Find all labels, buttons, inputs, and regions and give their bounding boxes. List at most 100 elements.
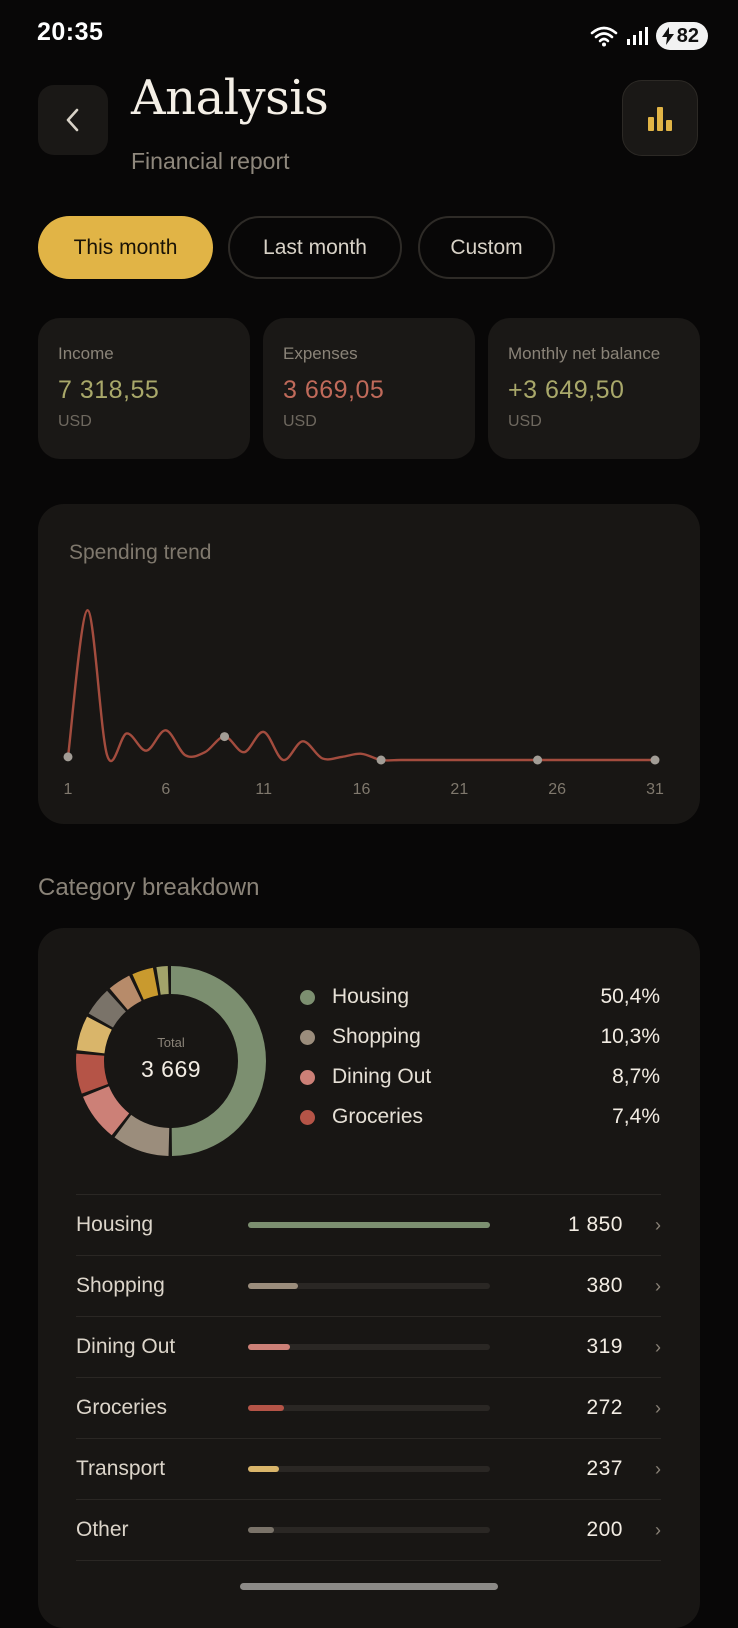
income-value: 7 318,55 <box>58 376 160 404</box>
chevron-right-icon: › <box>655 1458 661 1479</box>
net-balance-value: +3 649,50 <box>508 376 625 404</box>
tab-last-month[interactable]: Last month <box>228 216 402 279</box>
income-card: Income 7 318,55 USD <box>38 318 250 459</box>
trend-point <box>376 755 386 765</box>
category-name: Housing <box>76 1213 154 1236</box>
legend-label: Shopping <box>332 1025 421 1048</box>
category-row-other[interactable]: Other 200 › <box>76 1499 661 1560</box>
category-name: Transport <box>76 1457 166 1480</box>
category-breakdown-card: Total 3 669 Housing 50,4% Shopping 10,3%… <box>38 928 700 1628</box>
x-tick-label: 21 <box>450 781 468 798</box>
category-amount: 200 <box>586 1518 623 1541</box>
x-tick-label: 16 <box>353 781 371 798</box>
chart-view-button[interactable] <box>622 80 698 156</box>
page-title: Analysis <box>131 70 329 126</box>
category-bar <box>248 1527 490 1533</box>
category-bar-fill <box>248 1527 275 1533</box>
category-donut-chart <box>76 966 266 1156</box>
expenses-value: 3 669,05 <box>283 376 385 404</box>
category-name: Groceries <box>76 1396 168 1419</box>
category-row-divider <box>76 1560 661 1621</box>
category-bar <box>248 1405 490 1411</box>
donut-center: Total 3 669 <box>101 1035 241 1083</box>
battery-level: 82 <box>676 24 699 47</box>
chevron-right-icon: › <box>655 1214 661 1235</box>
chevron-right-icon: › <box>655 1519 661 1540</box>
expenses-currency: USD <box>283 413 317 430</box>
bar-chart-icon <box>648 107 672 131</box>
legend-dot <box>300 1109 315 1125</box>
legend-label: Housing <box>332 985 410 1008</box>
net-balance-card: Monthly net balance +3 649,50 USD <box>488 318 700 459</box>
donut-slice <box>76 966 266 1156</box>
x-tick-label: 11 <box>255 781 272 798</box>
category-bar <box>248 1466 490 1472</box>
legend-dot <box>300 1029 315 1045</box>
trend-point <box>63 752 73 762</box>
battery-indicator: 82 <box>655 22 708 50</box>
signal-icon <box>626 27 648 45</box>
expenses-label: Expenses <box>283 344 358 363</box>
tab-custom[interactable]: Custom <box>418 216 555 279</box>
category-amount: 1 850 <box>567 1213 623 1236</box>
category-row-shopping[interactable]: Shopping 380 › <box>76 1255 661 1316</box>
chevron-right-icon: › <box>655 1336 661 1357</box>
trend-line <box>66 609 655 763</box>
income-currency: USD <box>58 413 92 430</box>
category-bar <box>248 1344 490 1350</box>
category-name: Shopping <box>76 1274 165 1297</box>
category-amount: 380 <box>586 1274 623 1297</box>
chevron-left-icon <box>66 108 79 132</box>
category-bar-fill <box>248 1344 290 1350</box>
spending-trend-title: Spending trend <box>69 541 212 564</box>
trend-point <box>533 755 543 765</box>
legend-item-dining-out: Dining Out 8,7% <box>300 1057 660 1097</box>
donut-total-label: Total <box>157 1035 185 1050</box>
legend-percent: 50,4% <box>600 985 660 1008</box>
donut-total-value: 3 669 <box>140 1056 202 1082</box>
legend-label: Groceries <box>332 1105 424 1128</box>
trend-point <box>220 732 230 742</box>
net-balance-label: Monthly net balance <box>508 344 661 363</box>
page-subtitle: Financial report <box>131 148 290 174</box>
legend-label: Dining Out <box>332 1065 432 1088</box>
donut-slice <box>76 966 266 1156</box>
category-bar <box>248 1283 490 1289</box>
back-button[interactable] <box>38 85 108 155</box>
category-name: Other <box>76 1518 129 1541</box>
category-bar-fill <box>248 1405 284 1411</box>
category-amount: 319 <box>586 1335 623 1358</box>
expenses-card: Expenses 3 669,05 USD <box>263 318 475 459</box>
category-amount: 272 <box>586 1396 623 1419</box>
legend-item-housing: Housing 50,4% <box>300 977 660 1017</box>
category-row-groceries[interactable]: Groceries 272 › <box>76 1377 661 1438</box>
income-label: Income <box>58 344 114 363</box>
home-indicator[interactable] <box>240 1583 498 1590</box>
status-icons: 82 <box>590 22 708 50</box>
category-breakdown-title: Category breakdown <box>38 874 260 901</box>
chevron-right-icon: › <box>655 1397 661 1418</box>
tab-this-month[interactable]: This month <box>38 216 213 279</box>
category-row-dining-out[interactable]: Dining Out 319 › <box>76 1316 661 1377</box>
trend-point <box>650 755 660 765</box>
legend-percent: 10,3% <box>600 1025 660 1048</box>
spending-trend-card: Spending trend 1 6 11 16 21 26 31 <box>38 504 700 824</box>
x-tick-label: 31 <box>646 781 664 798</box>
legend-dot <box>300 989 315 1005</box>
legend-item-shopping: Shopping 10,3% <box>300 1017 660 1057</box>
legend-percent: 8,7% <box>612 1065 660 1088</box>
charging-bolt-icon <box>661 27 674 45</box>
category-bar-fill <box>248 1222 490 1228</box>
legend-percent: 7,4% <box>612 1105 660 1128</box>
x-tick-label: 1 <box>64 781 73 798</box>
net-balance-currency: USD <box>508 413 542 430</box>
category-row-transport[interactable]: Transport 237 › <box>76 1438 661 1499</box>
category-bar-fill <box>248 1283 298 1289</box>
wifi-icon <box>590 26 618 47</box>
category-amount: 237 <box>586 1457 623 1480</box>
category-bar-fill <box>248 1466 279 1472</box>
status-time: 20:35 <box>37 18 104 46</box>
category-row-housing[interactable]: Housing 1 850 › <box>76 1194 661 1255</box>
spending-trend-chart: 1 6 11 16 21 26 31 <box>63 609 664 798</box>
x-tick-label: 6 <box>161 781 170 798</box>
